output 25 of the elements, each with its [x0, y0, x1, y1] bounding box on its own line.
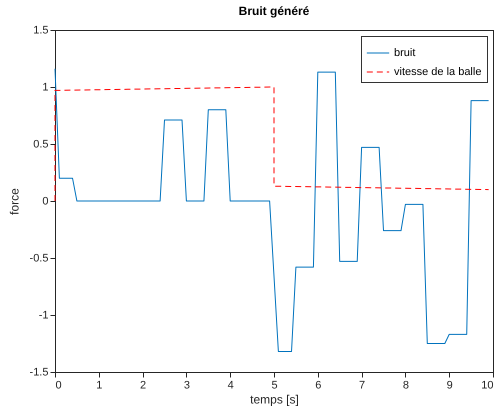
y-tick-label: 1: [42, 82, 48, 94]
x-tick-label: 10: [481, 380, 494, 392]
x-tick-label: 3: [184, 380, 190, 392]
line-series: [54, 86, 490, 202]
y-tick-label: 0.5: [33, 138, 48, 150]
y-tick-label: 1.5: [33, 24, 48, 36]
y-axis-title: force: [8, 188, 22, 215]
x-tick-label: 9: [446, 380, 453, 392]
y-tick-label: -1: [38, 310, 48, 322]
x-tick-label: 8: [402, 380, 409, 392]
x-axis-title: temps [s]: [250, 392, 299, 406]
legend-label: vitesse de la balle: [394, 66, 482, 78]
x-tick-label: 0: [56, 380, 62, 392]
y-tick-label: -1.5: [30, 366, 48, 378]
x-tick-label: 6: [315, 380, 322, 392]
chart-title: Bruit généré: [238, 4, 310, 18]
x-tick-label: 1: [96, 380, 102, 392]
x-tick-label: 7: [359, 380, 366, 392]
y-tick-label: -0.5: [30, 252, 48, 264]
x-tick-label: 2: [140, 380, 146, 392]
line-series: [54, 68, 490, 352]
legend-label: bruit: [394, 47, 416, 59]
x-tick-label: 5: [271, 380, 278, 392]
x-tick-label: 4: [228, 380, 234, 392]
y-tick-label: 0: [42, 196, 48, 208]
